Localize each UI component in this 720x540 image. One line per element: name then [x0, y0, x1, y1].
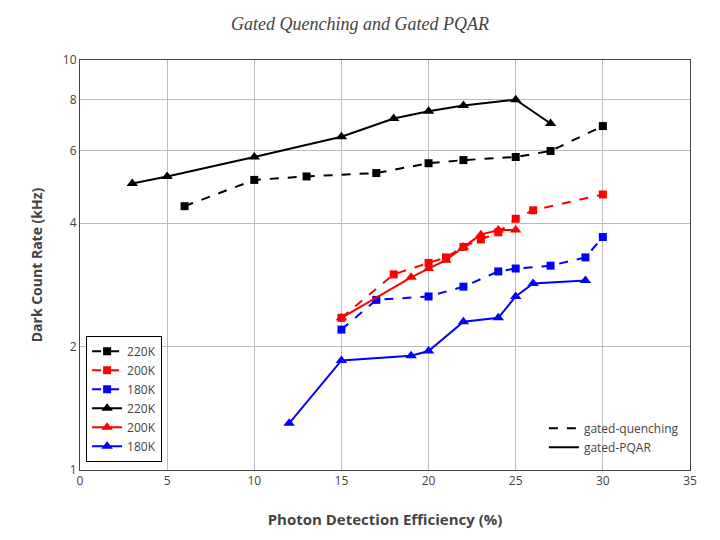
svg-text:6: 6	[70, 142, 77, 159]
svg-text:Dark Count Rate (kHz): Dark Count Rate (kHz)	[27, 187, 46, 342]
svg-text:gated-quenching: gated-quenching	[584, 420, 679, 437]
svg-text:1: 1	[70, 461, 77, 478]
svg-text:180K: 180K	[127, 381, 156, 398]
svg-text:220K: 220K	[127, 343, 156, 360]
svg-text:180K: 180K	[127, 438, 156, 455]
svg-text:Photon Detection Efficiency (%: Photon Detection Efficiency (%)	[268, 509, 503, 529]
svg-text:200K: 200K	[127, 419, 156, 436]
svg-text:4: 4	[70, 214, 77, 231]
svg-text:gated-PQAR: gated-PQAR	[584, 439, 652, 456]
svg-text:200K: 200K	[127, 362, 156, 379]
svg-text:Gated Quenching and Gated PQAR: Gated Quenching and Gated PQAR	[231, 14, 489, 34]
svg-text:25: 25	[509, 472, 523, 489]
svg-text:5: 5	[164, 472, 171, 489]
svg-text:15: 15	[335, 472, 349, 489]
svg-text:2: 2	[70, 338, 77, 355]
svg-text:10: 10	[63, 51, 77, 68]
svg-text:10: 10	[247, 472, 261, 489]
svg-text:20: 20	[422, 472, 436, 489]
svg-text:0: 0	[77, 472, 84, 489]
svg-text:8: 8	[70, 91, 77, 108]
svg-text:220K: 220K	[127, 400, 156, 417]
svg-text:35: 35	[683, 472, 697, 489]
svg-text:30: 30	[596, 472, 610, 489]
